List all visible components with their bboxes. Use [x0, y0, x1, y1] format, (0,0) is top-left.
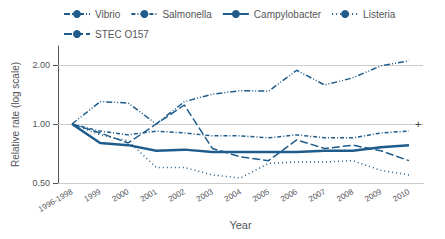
svg-text:Year: Year: [229, 219, 252, 231]
svg-text:+: +: [415, 118, 421, 130]
svg-text:Listeria: Listeria: [363, 9, 396, 20]
svg-text:2004: 2004: [223, 187, 243, 204]
svg-text:2006: 2006: [279, 187, 299, 204]
svg-text:2008: 2008: [335, 187, 355, 204]
svg-text:1999: 1999: [82, 187, 102, 204]
svg-text:Vibrio: Vibrio: [95, 9, 121, 20]
svg-text:0.50: 0.50: [32, 178, 50, 188]
svg-text:2003: 2003: [195, 187, 215, 204]
svg-text:1.00: 1.00: [32, 119, 50, 129]
svg-text:2005: 2005: [251, 187, 271, 204]
svg-text:2002: 2002: [167, 187, 187, 204]
svg-text:2010: 2010: [391, 187, 411, 204]
svg-text:STEC O157: STEC O157: [95, 29, 149, 40]
svg-text:2009: 2009: [363, 187, 383, 204]
svg-text:2007: 2007: [307, 187, 327, 204]
svg-text:1996-1998: 1996-1998: [37, 187, 75, 214]
svg-text:Relative rate (log scale): Relative rate (log scale): [10, 62, 21, 167]
svg-text:Campylobacter: Campylobacter: [254, 9, 322, 20]
svg-text:2000: 2000: [111, 187, 131, 204]
svg-text:2.00: 2.00: [32, 60, 50, 70]
svg-text:Salmonella: Salmonella: [162, 9, 212, 20]
svg-text:2001: 2001: [139, 187, 159, 204]
